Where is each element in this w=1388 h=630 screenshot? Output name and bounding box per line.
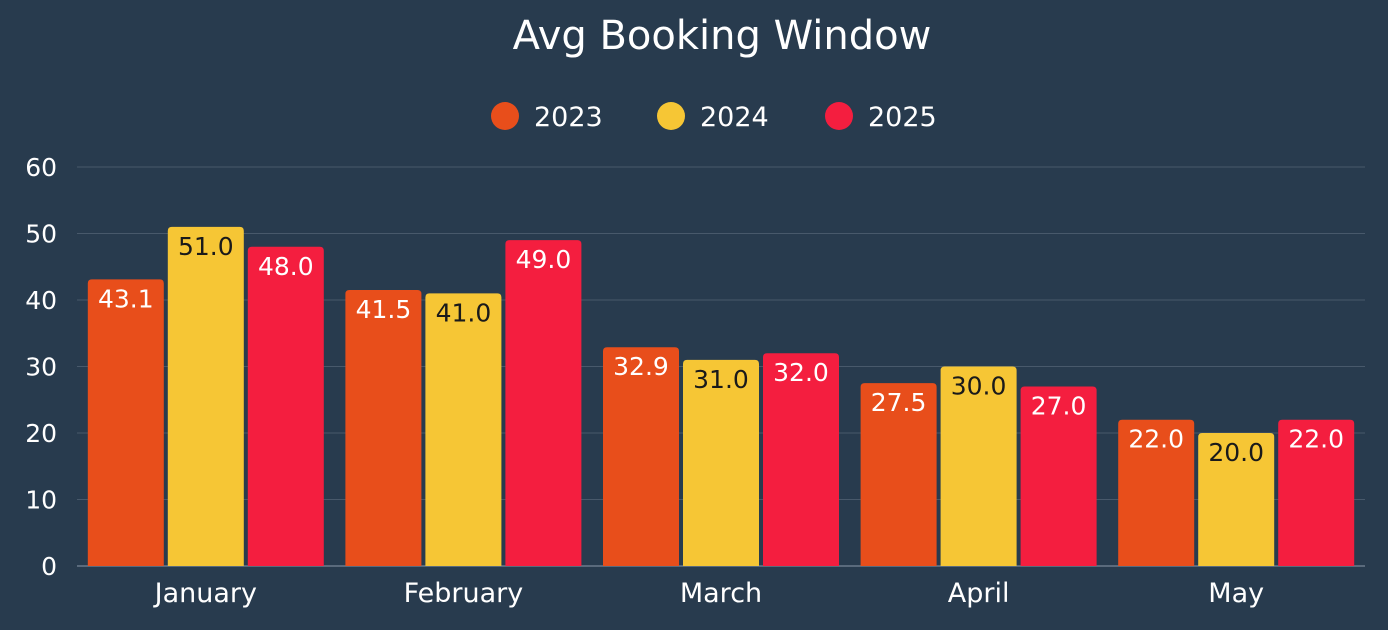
x-axis: January February March April May <box>153 578 1265 609</box>
x-tick-label-january: January <box>153 578 257 609</box>
value-label-may-2024: 20.0 <box>1208 438 1264 467</box>
y-tick-label-10: 10 <box>25 486 57 515</box>
value-label-january-2024: 51.0 <box>178 232 234 261</box>
y-tick-label-50: 50 <box>25 220 57 249</box>
bar-january-2024 <box>167 226 244 566</box>
legend-label-2024: 2024 <box>700 102 769 133</box>
value-label-april-2024: 30.0 <box>951 372 1007 401</box>
bar-march-2024 <box>683 359 759 566</box>
value-label-may-2023: 22.0 <box>1128 425 1184 454</box>
y-tick-label-20: 20 <box>25 419 57 448</box>
x-tick-label-may: May <box>1208 578 1264 609</box>
x-tick-label-april: April <box>948 578 1010 609</box>
bar-january-2023 <box>87 279 164 566</box>
bar-may-2023 <box>1118 419 1195 566</box>
legend-label-2023: 2023 <box>534 102 603 133</box>
y-tick-label-0: 0 <box>41 552 57 581</box>
bar-april-2023 <box>860 383 937 566</box>
value-label-january-2023: 43.1 <box>98 284 154 313</box>
value-label-february-2023: 41.5 <box>356 295 412 324</box>
value-label-march-2023: 32.9 <box>613 352 669 381</box>
value-label-april-2025: 27.0 <box>1031 391 1087 420</box>
value-label-february-2025: 49.0 <box>516 245 572 274</box>
x-tick-label-february: February <box>404 578 524 609</box>
y-tick-label-60: 60 <box>25 153 57 182</box>
bar-may-2024 <box>1198 433 1275 566</box>
value-label-march-2025: 32.0 <box>773 358 829 387</box>
legend: 2023 2024 2025 <box>491 102 937 133</box>
y-tick-label-40: 40 <box>25 286 57 315</box>
bars: 43.1 51.0 48.0 41.5 41.0 49.0 32.9 31.0 32.0 27.5… <box>87 226 1355 567</box>
bar-march-2023 <box>603 347 679 566</box>
bar-january-2025 <box>247 246 324 567</box>
legend-label-2025: 2025 <box>868 102 937 133</box>
bar-march-2025 <box>763 353 839 566</box>
chart-title: Avg Booking Window <box>513 13 932 59</box>
bar-april-2025 <box>1020 386 1097 566</box>
value-label-january-2025: 48.0 <box>258 252 314 281</box>
value-label-april-2023: 27.5 <box>871 388 927 417</box>
bar-april-2024 <box>940 366 1017 566</box>
legend-marker-2023 <box>491 102 519 130</box>
x-tick-label-march: March <box>680 578 762 609</box>
y-tick-label-30: 30 <box>25 353 57 382</box>
bar-february-2025 <box>505 240 582 566</box>
value-label-february-2024: 41.0 <box>436 298 492 327</box>
y-axis: 0 10 20 30 40 50 60 <box>25 153 57 581</box>
bar-may-2025 <box>1278 419 1355 566</box>
bar-february-2023 <box>345 290 422 566</box>
value-label-may-2025: 22.0 <box>1288 425 1344 454</box>
legend-marker-2024 <box>657 102 685 130</box>
legend-marker-2025 <box>825 102 853 130</box>
value-label-march-2024: 31.0 <box>693 365 749 394</box>
bar-february-2024 <box>425 293 502 566</box>
